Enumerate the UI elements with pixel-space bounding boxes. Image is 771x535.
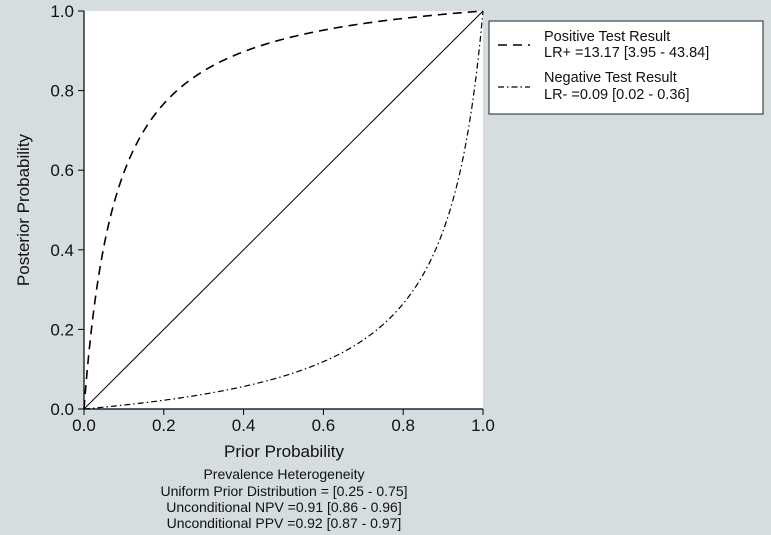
legend-lr-positive: LR+ =13.17 [3.95 - 43.84] bbox=[544, 45, 709, 61]
negative-lr-curve bbox=[83, 10, 484, 410]
x-tick-label: 1.0 bbox=[471, 416, 495, 435]
y-tick-label: 0.0 bbox=[50, 400, 74, 419]
y-tick-label: 0.8 bbox=[50, 82, 74, 101]
note-ppv: Unconditional PPV =0.92 [0.87 - 0.97] bbox=[167, 515, 402, 531]
notes: Prevalence Heterogeneity Uniform Prior D… bbox=[160, 466, 407, 531]
x-axis-title: Prior Probability bbox=[224, 442, 344, 461]
x-tick-label: 0.0 bbox=[72, 416, 96, 435]
note-prior: Uniform Prior Distribution = [0.25 - 0.7… bbox=[160, 483, 407, 499]
y-axis-title: Posterior Probability bbox=[14, 133, 33, 286]
reference-diagonal bbox=[83, 10, 484, 410]
note-title: Prevalence Heterogeneity bbox=[203, 466, 364, 482]
y-tick-label: 0.4 bbox=[50, 241, 74, 260]
axes-layer: 0.0 0.2 0.4 0.6 0.8 1.0 0.0 0.2 0.4 0.6 0.8 1.0 bbox=[50, 2, 494, 435]
legend-lr-negative: LR- =0.09 [0.02 - 0.36] bbox=[544, 87, 690, 103]
y-tick-label: 1.0 bbox=[50, 2, 74, 21]
positive-lr-curve bbox=[83, 10, 484, 410]
x-tick-label: 0.2 bbox=[152, 416, 176, 435]
curves-layer bbox=[83, 10, 484, 410]
legend-label-positive: Positive Test Result bbox=[544, 29, 670, 45]
y-tick-label: 0.6 bbox=[50, 161, 74, 180]
legend-box bbox=[488, 20, 764, 115]
y-tick-label: 0.2 bbox=[50, 320, 74, 339]
note-npv: Unconditional NPV =0.91 [0.86 - 0.96] bbox=[166, 499, 401, 515]
legend: Positive Test Result LR+ =13.17 [3.95 - … bbox=[488, 20, 764, 115]
x-tick-label: 0.8 bbox=[391, 416, 415, 435]
x-tick-label: 0.6 bbox=[312, 416, 336, 435]
x-tick-label: 0.4 bbox=[232, 416, 256, 435]
legend-label-negative: Negative Test Result bbox=[544, 70, 677, 86]
